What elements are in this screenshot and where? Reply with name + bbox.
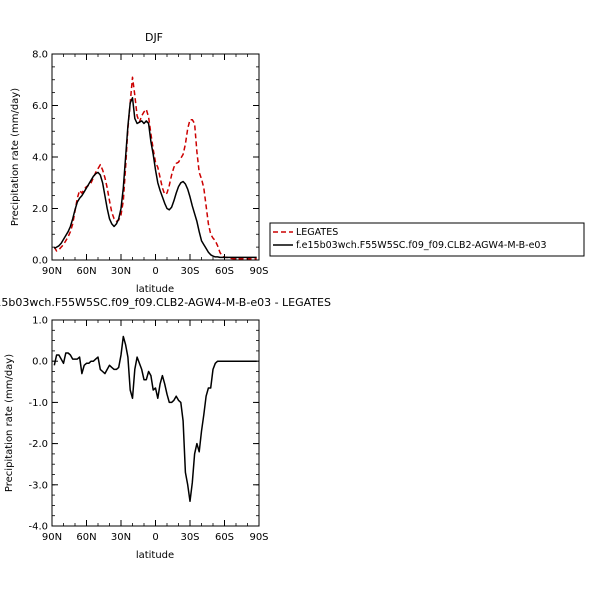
bottom-x-tick-label: 90S <box>249 532 268 543</box>
top-x-tick-label: 60S <box>215 266 234 277</box>
bottom-x-tick-label: 60N <box>76 532 96 543</box>
bottom-panel: f.e15b03wch.F55W5SC.f09_f09.CLB2-AGW4-M-… <box>0 296 331 561</box>
top-x-tick-label: 0 <box>152 266 158 277</box>
bottom-y-tick-label: -4.0 <box>28 522 48 533</box>
top-x-tick-label: 30S <box>180 266 199 277</box>
bottom-x-axis-label: latitude <box>136 550 174 561</box>
top-x-tick-label: 60N <box>76 266 96 277</box>
top-y-tick-label: 8.0 <box>32 50 48 61</box>
bottom-y-axis-label: Precipitation rate (mm/day) <box>4 354 15 492</box>
bottom-y-tick-label: 0.0 <box>32 357 48 368</box>
legend-label-model: f.e15b03wch.F55W5SC.f09_f09.CLB2-AGW4-M-… <box>296 240 547 251</box>
top-chart-title: DJF <box>145 31 163 44</box>
bottom-x-tick-label: 60S <box>215 532 234 543</box>
bottom-x-tick-label: 0 <box>152 532 158 543</box>
top-y-tick-label: 6.0 <box>32 101 48 112</box>
top-y-tick-label: 0.0 <box>32 256 48 267</box>
bottom-chart-title: f.e15b03wch.F55W5SC.f09_f09.CLB2-AGW4-M-… <box>0 296 331 309</box>
top-y-tick-label: 2.0 <box>32 204 48 215</box>
bottom-x-tick-label: 30N <box>111 532 131 543</box>
bottom-plot-frame <box>51 319 260 527</box>
top-y-axis-label: Precipitation rate (mm/day) <box>10 88 21 226</box>
top-x-tick-label: 90S <box>249 266 268 277</box>
bottom-y-tick-label: -2.0 <box>28 439 48 450</box>
bottom-x-tick-label: 30S <box>180 532 199 543</box>
top-y-tick-label: 4.0 <box>32 153 48 164</box>
legend-label-legates: LEGATES <box>296 227 338 238</box>
legend-box <box>269 222 585 257</box>
bottom-x-tick-label: 90N <box>42 532 62 543</box>
top-series-line-1 <box>53 97 257 259</box>
top-x-tick-label: 90N <box>42 266 62 277</box>
bottom-y-tick-label: -3.0 <box>28 480 48 491</box>
bottom-series-line-0 <box>53 335 257 503</box>
top-plot-frame <box>51 53 260 261</box>
bottom-y-tick-label: -1.0 <box>28 398 48 409</box>
top-x-axis-label: latitude <box>136 284 174 295</box>
top-x-tick-label: 30N <box>111 266 131 277</box>
bottom-y-tick-label: 1.0 <box>32 316 48 327</box>
top-panel: DJF 0.0 2.0 4.0 6.0 8.0 90N 60N 30N 0 30S 60S 90S P… <box>10 31 269 295</box>
legend: LEGATES f.e15b03wch.F55W5SC.f09_f09.CLB2… <box>269 222 585 257</box>
